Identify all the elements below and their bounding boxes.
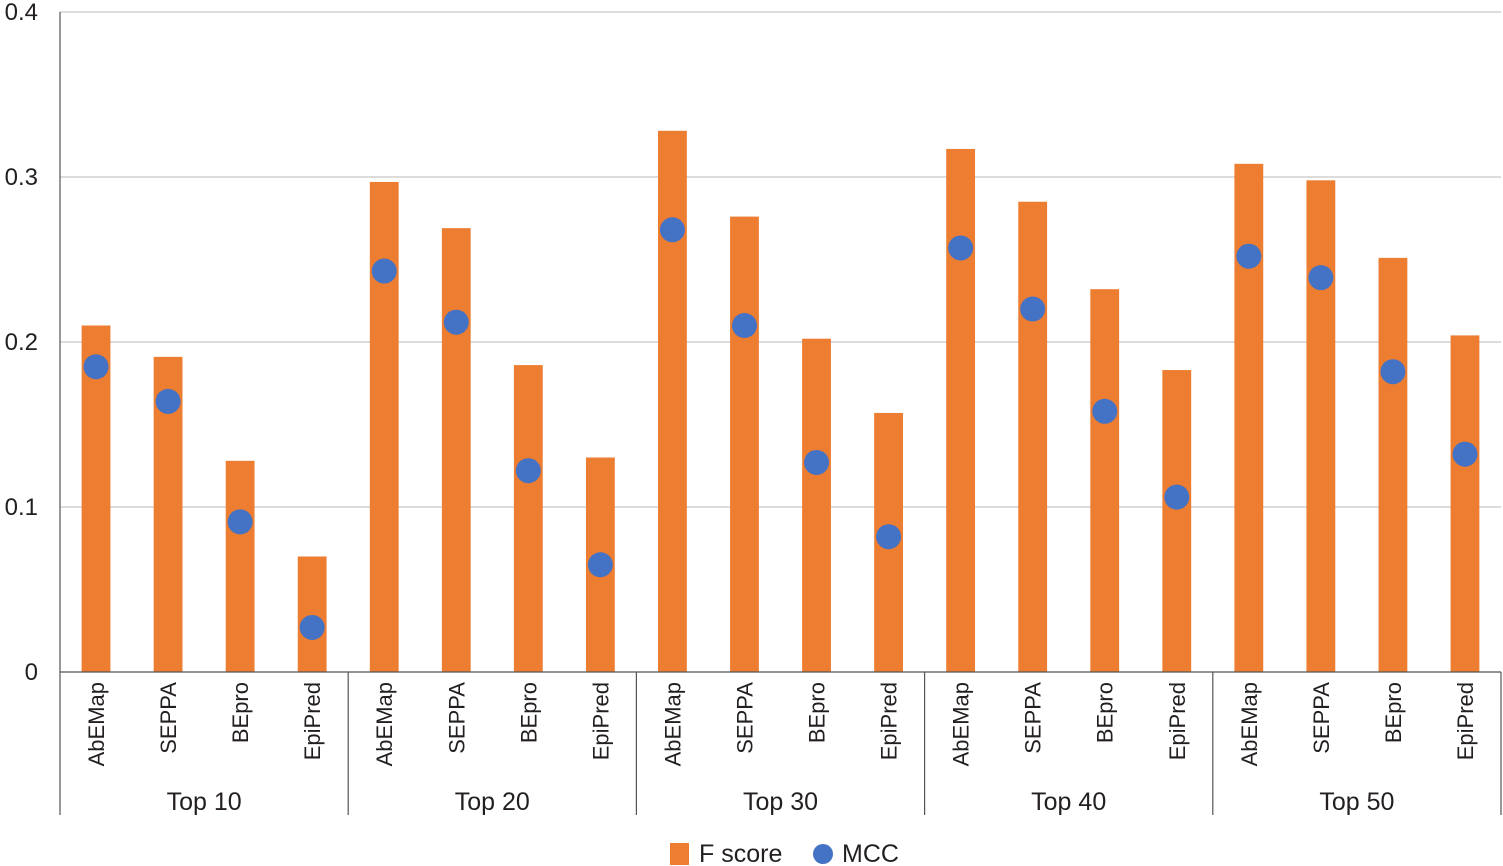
method-label: SEPPA [732,682,757,754]
method-label: SEPPA [1309,682,1334,754]
mcc-dot [659,217,685,243]
f-score-bar [441,228,471,672]
f-score-bar [297,556,327,672]
y-tick-label: 0.3 [5,164,38,191]
f-score-bar [1306,180,1336,673]
y-tick-label: 0.4 [5,0,38,26]
method-label: AbEMap [949,682,974,766]
method-label: BEpro [805,682,830,743]
group-label: Top 50 [1319,788,1394,816]
method-label: SEPPA [444,682,469,754]
f-score-bar [730,216,759,672]
mcc-dot [155,388,181,414]
f-score-bar [1234,163,1264,673]
mcc-dot [1308,265,1334,291]
method-label: AbEMap [660,682,685,766]
f-score-bar [802,338,831,672]
f-score-bar [946,148,976,672]
method-label: SEPPA [156,682,181,754]
method-label: BEpro [516,682,541,743]
mcc-dot [83,354,109,380]
f-score-bar [1378,257,1408,672]
f-score-bar [1450,335,1480,672]
f-score-bar [225,460,255,672]
y-tick-label: 0.2 [5,329,38,356]
mcc-dot [1092,398,1118,424]
f-score-bar [1090,289,1120,672]
legend-f-score-label: F score [699,840,782,866]
group-label: Top 20 [455,788,530,816]
legend: F score MCC [670,840,899,866]
mcc-dot [876,524,902,550]
method-label: EpiPred [1165,682,1190,760]
method-label: EpiPred [1453,682,1478,760]
mcc-dot [804,449,830,475]
method-label: AbEMap [372,682,397,766]
mcc-dot [731,313,757,338]
mcc-dot [948,235,974,261]
method-label: EpiPred [877,682,902,760]
legend-mcc-swatch [813,844,833,864]
method-label: EpiPred [300,682,325,760]
mcc-dot [515,458,541,484]
mcc-dot [1380,359,1406,385]
group-label: Top 40 [1031,788,1106,816]
method-label: SEPPA [1021,682,1046,754]
axes: 0 0.1 0.2 0.3 0.4 [5,0,1502,815]
mcc-dot [371,258,397,284]
mcc-dot [587,552,613,578]
legend-f-score-swatch [670,843,689,865]
group-label: Top 30 [743,788,818,816]
mcc-dot [299,614,325,640]
f-score-bars [81,130,1480,673]
method-label: BEpro [1381,682,1406,743]
f-score-bar [81,325,111,672]
y-tick-label: 0 [25,659,38,686]
f-score-bar [658,130,687,673]
mcc-dot [1452,441,1478,467]
legend-mcc-label: MCC [842,840,899,866]
f-score-bar [513,365,543,672]
method-label: AbEMap [84,682,109,766]
mcc-dot [1020,296,1046,322]
f-score-bar [1018,201,1048,672]
method-label: AbEMap [1237,682,1262,766]
method-label: BEpro [1093,682,1118,743]
mcc-dots [83,217,1478,640]
method-label: BEpro [228,682,253,743]
f-score-bar [1162,370,1192,672]
category-labels: AbEMap SEPPA BEpro EpiPred Top 10 AbEMap SEPPA… [84,682,1478,816]
group-label: Top 10 [167,788,242,816]
mcc-dot [443,309,469,335]
y-tick-label: 0.1 [5,494,38,521]
method-label: EpiPred [588,682,613,760]
f-score-bar [369,181,399,672]
mcc-dot [227,509,253,535]
mcc-dot [1164,484,1190,510]
mcc-dot [1236,243,1262,269]
gridlines [60,11,1501,508]
